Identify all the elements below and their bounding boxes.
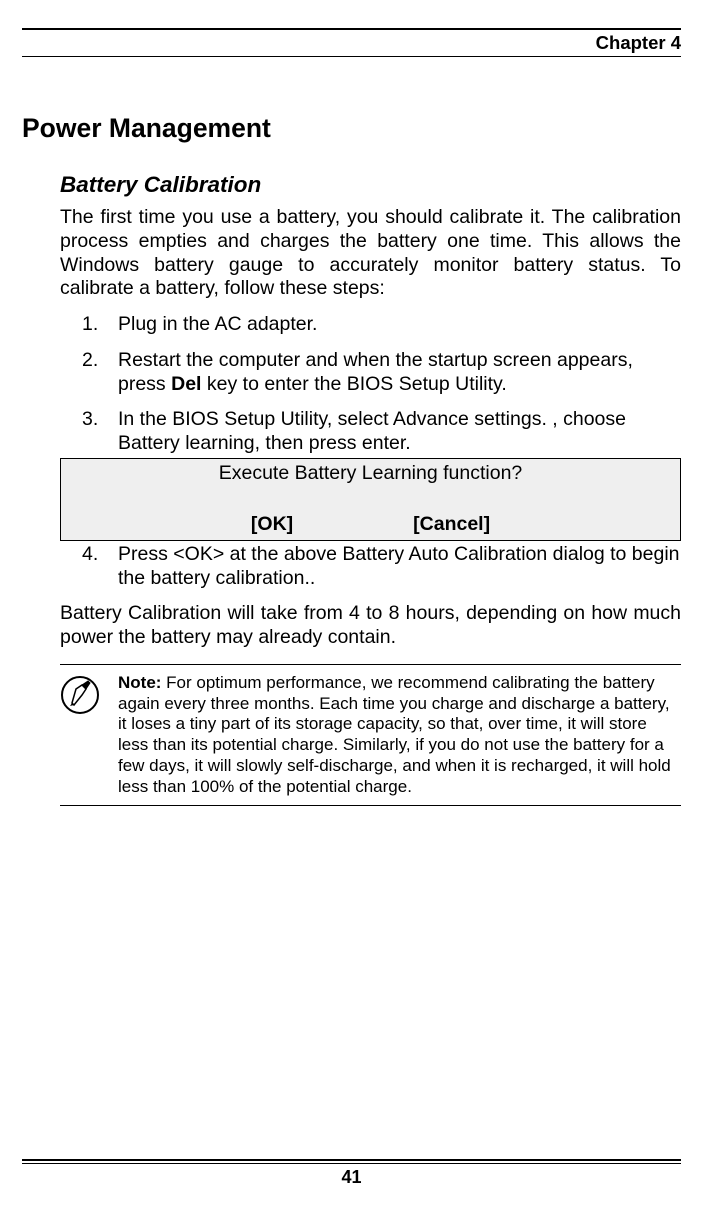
note-text: Note: For optimum performance, we recomm… (118, 673, 681, 797)
subsection-title: Battery Calibration (60, 172, 681, 198)
step-4: 4. Press <OK> at the above Battery Auto … (60, 543, 681, 591)
dialog-cancel: [Cancel] (413, 512, 490, 537)
footer-rule-thin (22, 1163, 681, 1164)
page-footer: 41 (22, 1159, 681, 1188)
content-block: Battery Calibration The first time you u… (60, 172, 681, 806)
intro-paragraph: The first time you use a battery, you sh… (60, 206, 681, 301)
footer-rule-thick (22, 1159, 681, 1161)
dialog-ok: [OK] (251, 512, 293, 537)
step-2: 2. Restart the computer and when the sta… (60, 349, 681, 397)
step-number: 2. (82, 349, 118, 397)
dialog-buttons-row: [OK] [Cancel] (61, 512, 680, 537)
section-title: Power Management (22, 113, 681, 144)
note-label: Note: (118, 673, 161, 692)
step-number: 3. (82, 408, 118, 456)
pen-note-icon (60, 675, 100, 715)
step-text: Press <OK> at the above Battery Auto Cal… (118, 543, 681, 591)
chapter-header: Chapter 4 (22, 32, 681, 57)
steps-list: 1. Plug in the AC adapter. 2. Restart th… (60, 313, 681, 456)
step-1: 1. Plug in the AC adapter. (60, 313, 681, 337)
bios-dialog: Execute Battery Learning function? [OK] … (60, 458, 681, 541)
steps-list-cont: 4. Press <OK> at the above Battery Auto … (60, 543, 681, 591)
step-number: 4. (82, 543, 118, 591)
page-number: 41 (22, 1167, 681, 1188)
step-number: 1. (82, 313, 118, 337)
step-3: 3. In the BIOS Setup Utility, select Adv… (60, 408, 681, 456)
step-text: Restart the computer and when the startu… (118, 349, 681, 397)
duration-paragraph: Battery Calibration will take from 4 to … (60, 602, 681, 650)
step-2-post: key to enter the BIOS Setup Utility. (201, 373, 506, 395)
dialog-question: Execute Battery Learning function? (61, 461, 680, 486)
step-text: Plug in the AC adapter. (118, 313, 681, 337)
note-box: Note: For optimum performance, we recomm… (60, 664, 681, 806)
step-text: In the BIOS Setup Utility, select Advanc… (118, 408, 681, 456)
header-rule-thick (22, 28, 681, 30)
step-2-bold: Del (171, 373, 201, 395)
note-body: For optimum performance, we recommend ca… (118, 673, 671, 796)
